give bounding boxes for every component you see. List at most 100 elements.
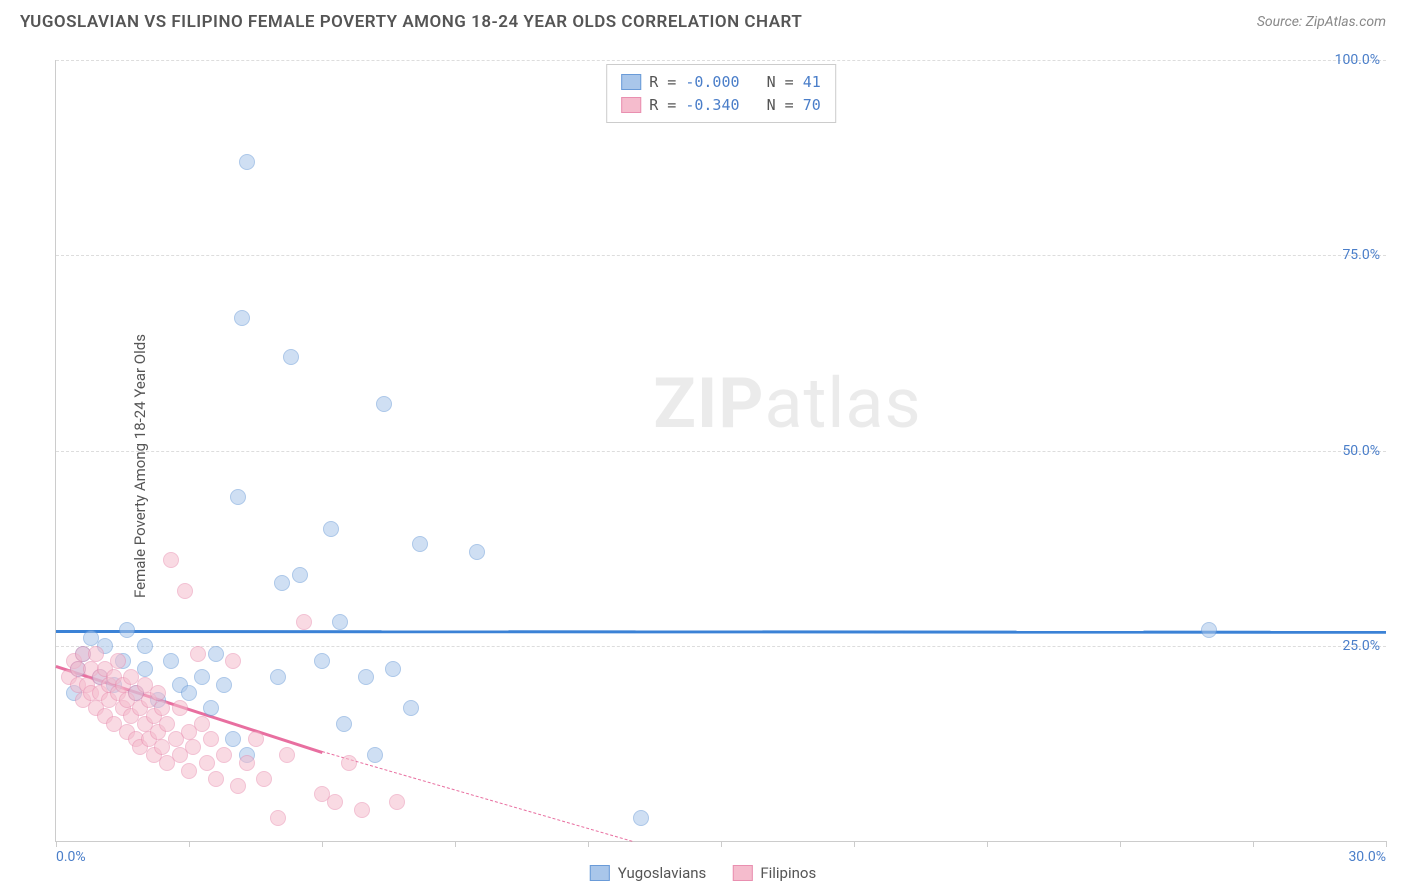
data-point (230, 778, 246, 794)
trend-line (322, 751, 633, 842)
data-point (216, 747, 232, 763)
data-point (239, 755, 255, 771)
x-tick-mark (987, 841, 988, 847)
chart-container: Female Poverty Among 18-24 Year Olds ZIP… (0, 40, 1406, 892)
x-tick-mark (56, 841, 57, 847)
data-point (367, 747, 383, 763)
data-point (292, 567, 308, 583)
data-point (403, 700, 419, 716)
data-point (358, 669, 374, 685)
data-point (159, 716, 175, 732)
data-point (194, 669, 210, 685)
data-point (163, 552, 179, 568)
correlation-legend: R = -0.000 N = 41R = -0.340 N = 70 (606, 64, 836, 123)
data-point (469, 544, 485, 560)
legend-stat: R = -0.340 N = 70 (649, 94, 821, 117)
data-point (172, 700, 188, 716)
data-point (385, 661, 401, 677)
series-legend: Yugoslavians Filipinos (590, 864, 816, 882)
data-point (1201, 622, 1217, 638)
x-tick-mark (1386, 841, 1387, 847)
x-tick-mark (721, 841, 722, 847)
data-point (88, 646, 104, 662)
data-point (412, 536, 428, 552)
x-tick-mark (1120, 841, 1121, 847)
source-prefix: Source: (1257, 14, 1306, 30)
legend-swatch (732, 865, 752, 881)
x-tick-mark (455, 841, 456, 847)
data-point (354, 802, 370, 818)
data-point (274, 575, 290, 591)
data-point (110, 653, 126, 669)
gridline (56, 255, 1386, 256)
legend-item: Filipinos (732, 864, 816, 882)
data-point (163, 653, 179, 669)
legend-swatch (621, 97, 641, 113)
data-point (225, 731, 241, 747)
data-point (234, 310, 250, 326)
data-point (323, 521, 339, 537)
source-attribution: Source: ZipAtlas.com (1257, 14, 1386, 30)
data-point (181, 763, 197, 779)
data-point (199, 755, 215, 771)
data-point (314, 653, 330, 669)
plot-area: ZIPatlas R = -0.000 N = 41R = -0.340 N =… (55, 60, 1386, 842)
x-tick-start: 0.0% (56, 849, 86, 865)
data-point (239, 154, 255, 170)
data-point (119, 622, 135, 638)
data-point (332, 614, 348, 630)
legend-label: Filipinos (760, 864, 816, 882)
data-point (185, 739, 201, 755)
data-point (296, 614, 312, 630)
data-point (633, 810, 649, 826)
x-tick-mark (189, 841, 190, 847)
data-point (248, 731, 264, 747)
data-point (194, 716, 210, 732)
gridline (56, 451, 1386, 452)
data-point (177, 583, 193, 599)
y-tick-label: 50.0% (1342, 443, 1380, 459)
data-point (181, 685, 197, 701)
data-point (376, 396, 392, 412)
data-point (190, 646, 206, 662)
x-tick-mark (854, 841, 855, 847)
data-point (256, 771, 272, 787)
legend-label: Yugoslavians (618, 864, 707, 882)
legend-swatch (621, 74, 641, 90)
watermark-bold: ZIP (653, 363, 764, 445)
legend-item: Yugoslavians (590, 864, 707, 882)
data-point (279, 747, 295, 763)
y-tick-label: 25.0% (1342, 638, 1380, 654)
data-point (389, 794, 405, 810)
data-point (203, 700, 219, 716)
legend-swatch (590, 865, 610, 881)
gridline (56, 60, 1386, 61)
trend-line (56, 630, 1386, 633)
data-point (216, 677, 232, 693)
x-tick-mark (1253, 841, 1254, 847)
data-point (327, 794, 343, 810)
data-point (154, 700, 170, 716)
y-tick-label: 100.0% (1335, 52, 1380, 68)
data-point (208, 646, 224, 662)
data-point (225, 653, 241, 669)
legend-row: R = -0.000 N = 41 (621, 71, 821, 94)
x-tick-mark (588, 841, 589, 847)
source-name: ZipAtlas.com (1306, 14, 1386, 30)
legend-stat: R = -0.000 N = 41 (649, 71, 821, 94)
data-point (341, 755, 357, 771)
x-tick-mark (322, 841, 323, 847)
y-tick-label: 75.0% (1342, 247, 1380, 263)
data-point (208, 771, 224, 787)
data-point (137, 638, 153, 654)
gridline (56, 646, 1386, 647)
watermark-rest: atlas (764, 363, 921, 445)
data-point (283, 349, 299, 365)
legend-row: R = -0.340 N = 70 (621, 94, 821, 117)
data-point (336, 716, 352, 732)
data-point (230, 489, 246, 505)
watermark: ZIPatlas (653, 363, 921, 445)
data-point (270, 810, 286, 826)
x-tick-end: 30.0% (1348, 849, 1386, 865)
data-point (150, 685, 166, 701)
